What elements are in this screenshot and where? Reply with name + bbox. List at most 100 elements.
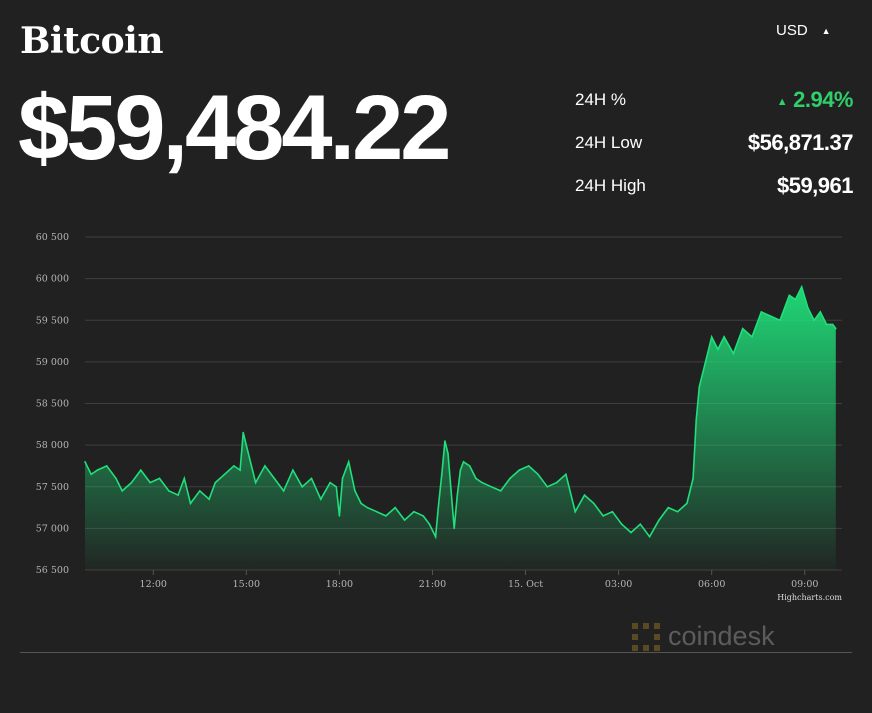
price-point: [583, 494, 586, 496]
x-tick-label: 03:00: [605, 579, 632, 590]
y-tick-label: 57 000: [36, 523, 69, 534]
price-point: [354, 490, 356, 492]
price-point: [422, 515, 425, 517]
price-point: [732, 352, 735, 355]
price-point: [807, 307, 809, 309]
currency-selector[interactable]: USD ▲: [776, 22, 831, 39]
price-point: [335, 486, 338, 488]
price-point: [813, 319, 815, 322]
price-point: [385, 515, 387, 517]
price-point: [189, 502, 192, 505]
caret-up-icon: ▲: [821, 25, 831, 36]
current-price: $59,484.22: [18, 77, 451, 179]
asset-title: Bitcoin: [20, 20, 164, 62]
stat-label: 24H %: [575, 89, 627, 109]
price-point: [710, 336, 713, 338]
price-point: [639, 523, 642, 525]
price-point: [788, 294, 791, 297]
stat-value: $56,871.37: [747, 129, 854, 155]
price-point: [428, 523, 431, 525]
price-point: [751, 336, 753, 338]
price-point: [208, 498, 210, 501]
chart-credit[interactable]: Highcharts.com: [777, 593, 842, 602]
x-tick-label: 15:00: [233, 579, 260, 590]
price-point: [509, 477, 511, 480]
price-point: [149, 481, 151, 484]
coindesk-mark-icon: [632, 622, 660, 651]
price-point: [292, 469, 294, 471]
price-point: [140, 469, 142, 471]
x-tick-label: 18:00: [326, 579, 353, 590]
coindesk-wordmark: coindesk: [668, 621, 775, 651]
price-point: [835, 327, 837, 330]
stats-panel: 24H % ▲ 2.94% 24H Low $56,871.37 24H High…: [575, 78, 854, 207]
price-point: [223, 473, 226, 476]
currency-label: USD: [776, 22, 808, 39]
price-point: [667, 506, 670, 509]
price-point: [686, 502, 688, 505]
price-point: [481, 481, 483, 484]
price-point: [347, 461, 350, 463]
price-point: [447, 452, 449, 455]
price-point: [769, 315, 772, 317]
price-point: [825, 323, 828, 326]
price-point: [168, 490, 170, 492]
price-point: [695, 419, 697, 421]
price-point: [105, 465, 108, 467]
x-tick-label: 06:00: [698, 579, 725, 590]
stat-value: ▲ 2.94%: [776, 86, 854, 113]
price-point: [459, 469, 462, 471]
price-point: [462, 461, 465, 463]
price-point: [527, 465, 530, 467]
x-tick-label: 15. Oct: [508, 579, 543, 590]
y-tick-label: 60 500: [36, 232, 69, 243]
stat-label: 24H High: [575, 175, 646, 195]
y-tick-label: 58 500: [36, 399, 69, 410]
price-point: [158, 477, 161, 480]
price-point: [779, 319, 781, 322]
y-tick-label: 59 000: [36, 357, 69, 368]
price-point: [490, 486, 493, 488]
price-chart[interactable]: 56 500 57 000 57 500 58 000 58 500 59 000 59 5…: [0, 225, 872, 610]
price-point: [658, 519, 660, 521]
price-point: [518, 469, 521, 471]
price-point: [199, 490, 201, 492]
price-area: [85, 286, 836, 570]
price-point: [282, 490, 285, 492]
price-point: [96, 469, 99, 471]
price-point: [630, 531, 632, 534]
price-point: [437, 502, 440, 505]
stat-label: 24H Low: [575, 132, 643, 152]
price-point: [794, 298, 797, 301]
price-point: [233, 465, 235, 467]
price-point: [338, 515, 341, 517]
price-point: [444, 440, 446, 442]
price-point: [375, 510, 378, 513]
price-point: [499, 490, 502, 492]
y-tick-label: 58 000: [36, 440, 69, 451]
price-point: [403, 519, 406, 521]
price-point: [177, 494, 179, 496]
price-point: [115, 477, 117, 480]
price-point: [593, 502, 595, 505]
coindesk-logo: coindesk: [632, 621, 775, 652]
y-tick-label: 59 500: [36, 315, 69, 326]
price-point: [692, 477, 694, 480]
price-point: [183, 477, 186, 480]
price-point: [301, 486, 304, 488]
divider: [20, 652, 852, 653]
price-point: [434, 535, 437, 538]
y-tick-label: 57 500: [36, 482, 69, 493]
price-point: [320, 498, 322, 501]
price-point: [698, 386, 701, 388]
price-point: [242, 431, 244, 434]
triangle-up-icon: ▲: [776, 95, 788, 108]
stat-value-text: 2.94%: [793, 86, 853, 112]
x-axis-labels: 12:00 15:00 18:00 21:00 15. Oct 03:00 06:00 09:…: [140, 570, 818, 590]
price-point: [450, 490, 452, 492]
price-point: [648, 535, 651, 538]
price-point: [602, 515, 604, 517]
stat-row-24h-high: 24H High $59,961: [575, 164, 854, 207]
price-point: [565, 473, 567, 476]
x-tick-label: 12:00: [140, 579, 167, 590]
